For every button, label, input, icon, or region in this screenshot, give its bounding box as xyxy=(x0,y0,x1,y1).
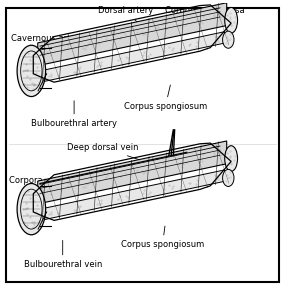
Text: Corpus spongiosum: Corpus spongiosum xyxy=(124,85,207,111)
Ellipse shape xyxy=(225,146,238,171)
Text: Corpus spongiosum: Corpus spongiosum xyxy=(121,226,204,249)
Polygon shape xyxy=(38,3,227,66)
Text: Cavernous artery: Cavernous artery xyxy=(11,34,85,47)
Ellipse shape xyxy=(225,8,238,33)
Text: Dorsal artery: Dorsal artery xyxy=(98,6,153,30)
Text: Deep dorsal vein: Deep dorsal vein xyxy=(67,143,148,163)
Ellipse shape xyxy=(223,169,234,186)
Text: Corpora cavernosa: Corpora cavernosa xyxy=(165,6,245,30)
Text: Corpora  cavernosa: Corpora cavernosa xyxy=(9,176,91,185)
Ellipse shape xyxy=(223,31,234,48)
Ellipse shape xyxy=(17,184,46,235)
Ellipse shape xyxy=(17,45,46,97)
Polygon shape xyxy=(42,32,225,82)
Polygon shape xyxy=(42,170,225,220)
Text: Bulbourethral artery: Bulbourethral artery xyxy=(31,101,117,128)
Text: Bulbourethral vein: Bulbourethral vein xyxy=(24,240,102,269)
Polygon shape xyxy=(38,141,227,204)
